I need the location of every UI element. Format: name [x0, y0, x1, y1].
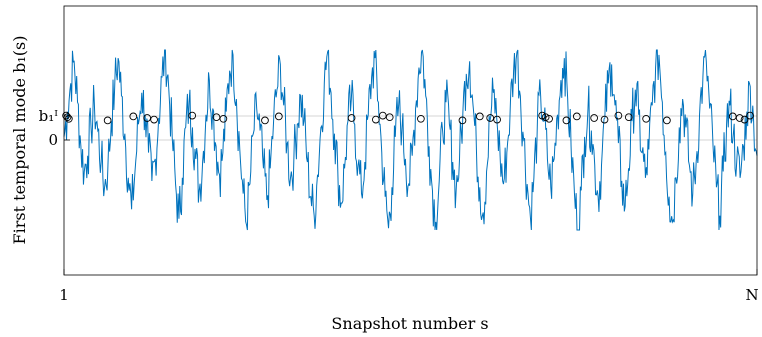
y-axis-label: First temporal mode b₁(s)	[10, 36, 29, 245]
y-tick-label-zero: 0	[48, 131, 58, 149]
y-tick-label-b1i: b₁ᴵ	[39, 107, 59, 125]
marker-point	[572, 112, 581, 121]
marker-point	[486, 114, 495, 122]
marker-point	[541, 113, 550, 122]
marker-layer	[62, 111, 754, 125]
marker-point	[417, 114, 425, 123]
marker-point	[600, 115, 609, 124]
marker-point	[538, 111, 547, 120]
marker-point	[590, 114, 598, 122]
marker-point	[728, 112, 737, 121]
marker-point	[624, 113, 633, 122]
marker-point	[347, 114, 356, 122]
series-layer	[63, 49, 758, 231]
marker-point	[150, 115, 158, 124]
marker-point	[735, 114, 744, 122]
marker-point	[372, 115, 380, 124]
x-tick-label-last: N	[745, 286, 758, 304]
marker-point	[740, 115, 749, 124]
marker-point	[642, 114, 650, 123]
plot-background	[64, 6, 757, 275]
marker-point	[663, 116, 671, 125]
marker-point	[614, 111, 623, 120]
marker-point	[385, 113, 394, 122]
x-axis-label: Snapshot number s	[331, 314, 488, 333]
marker-point	[378, 111, 387, 120]
marker-point	[746, 111, 754, 120]
marker-point	[64, 114, 73, 123]
marker-point	[188, 111, 197, 120]
plot-frame	[63, 5, 758, 276]
marker-point	[103, 116, 112, 125]
marker-point	[143, 114, 152, 122]
marker-point	[458, 116, 467, 125]
marker-point	[475, 112, 484, 121]
marker-point	[261, 116, 269, 125]
x-tick-label-first: 1	[59, 286, 69, 304]
marker-point	[274, 112, 283, 121]
marker-point	[219, 114, 228, 123]
series-line	[63, 49, 758, 231]
marker-point	[212, 113, 221, 122]
marker-point	[545, 114, 553, 123]
marker-point	[129, 112, 138, 121]
marker-point	[493, 115, 501, 124]
marker-point	[562, 116, 571, 125]
